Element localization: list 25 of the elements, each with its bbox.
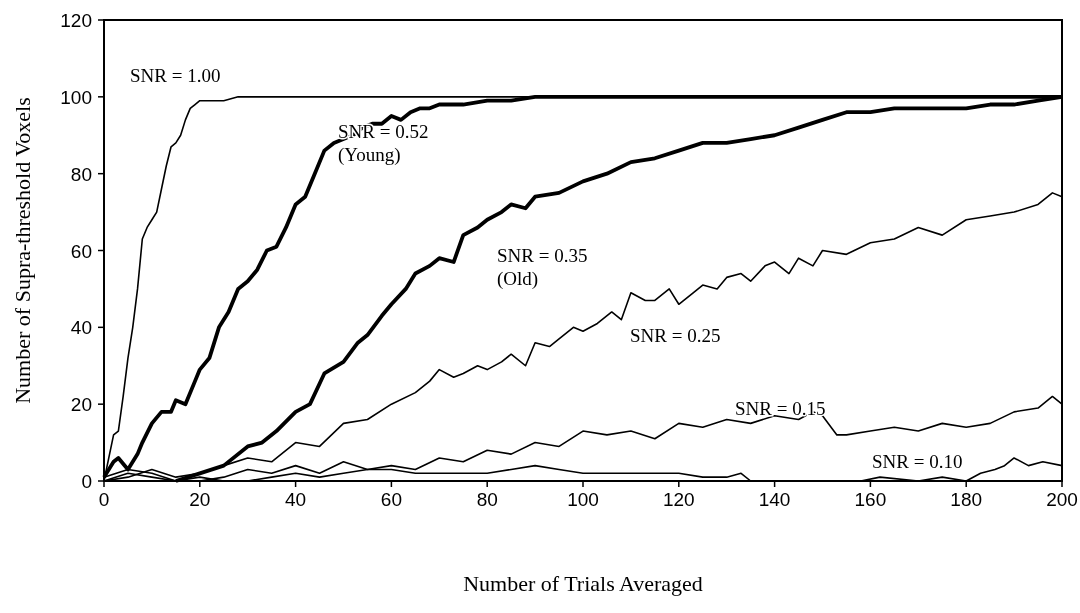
series-label: SNR = 0.10 — [872, 451, 963, 472]
x-tick-label: 80 — [476, 489, 498, 510]
y-axis-title: Number of Supra-threshold Voxels — [10, 97, 35, 404]
y-tick-label: 0 — [81, 471, 92, 492]
x-tick-label: 20 — [189, 489, 211, 510]
x-axis-title: Number of Trials Averaged — [463, 571, 703, 596]
y-tick-label: 60 — [70, 240, 92, 262]
x-tick-label: 140 — [758, 489, 791, 510]
x-tick-label: 200 — [1046, 489, 1078, 510]
series-label: SNR = 0.25 — [630, 325, 721, 346]
x-tick-label: 40 — [285, 489, 307, 510]
x-tick-label: 160 — [854, 489, 887, 510]
x-tick-label: 100 — [567, 489, 599, 510]
x-tick-label: 180 — [950, 489, 983, 510]
x-tick-label: 120 — [662, 489, 695, 510]
x-tick-label: 0 — [98, 489, 110, 510]
y-tick-label: 40 — [70, 317, 92, 339]
series-label: SNR = 0.15 — [735, 398, 826, 419]
y-tick-label: 100 — [60, 86, 92, 108]
y-tick-label: 20 — [70, 394, 92, 416]
series-label: SNR = 0.35 (Old) — [497, 245, 588, 290]
series-label: SNR = 1.00 — [130, 65, 221, 86]
y-tick-label: 120 — [60, 10, 92, 31]
y-tick-label: 80 — [70, 163, 92, 185]
x-tick-label: 60 — [380, 489, 402, 510]
